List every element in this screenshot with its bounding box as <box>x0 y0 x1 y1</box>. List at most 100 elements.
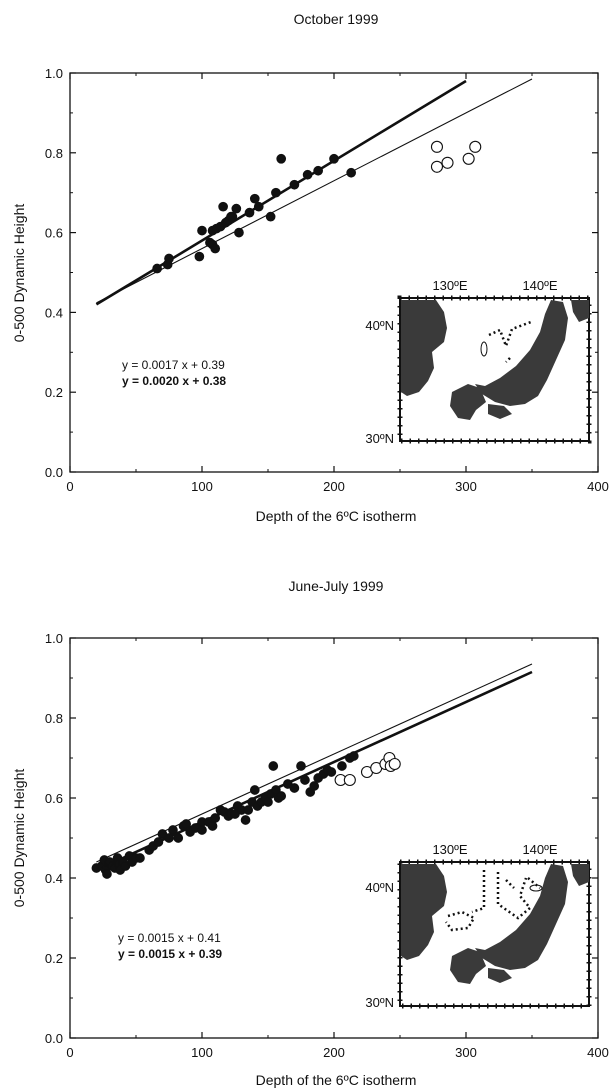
chart-title: June-July 1999 <box>289 578 384 594</box>
map-lon-label-130: 130ºE <box>432 278 467 293</box>
filled-point <box>164 253 174 264</box>
filled-point <box>210 243 221 254</box>
station-cluster <box>480 341 488 357</box>
x-tick-label: 300 <box>455 479 477 494</box>
y-axis-label: 0-500 Dynamic Height <box>11 204 27 343</box>
y-axis-ticks: 0.0 0.2 0.4 0.6 0.8 1.0 <box>45 631 598 1046</box>
station-cluster <box>529 884 543 892</box>
x-axis-label: Depth of the 6ºC isotherm <box>256 508 417 524</box>
filled-point <box>326 767 337 777</box>
map-lon-label-140: 140ºE <box>522 278 557 293</box>
filled-point <box>296 761 306 771</box>
x-tick-label: 100 <box>191 1045 213 1060</box>
korean-peninsula <box>401 300 447 396</box>
filled-point <box>253 201 264 212</box>
open-point <box>388 757 401 771</box>
filled-point <box>194 251 205 262</box>
x-tick-label: 0 <box>66 479 73 494</box>
filled-point <box>227 211 238 222</box>
map-frame-ticks <box>397 859 592 1009</box>
open-point <box>469 140 482 153</box>
panel-october-1999: October 1999 0.0 0.2 0.4 0.6 0.8 1.0 0 100 200 3… <box>11 11 609 524</box>
fit-equation-thick: y = 0.0015 x + 0.39 <box>118 947 222 961</box>
x-tick-label: 400 <box>587 1045 609 1060</box>
filled-point <box>263 797 273 807</box>
data-points <box>152 140 482 274</box>
regression-lines <box>95 78 533 306</box>
y-tick-label: 0.6 <box>45 791 63 806</box>
map-frame-ticks <box>397 295 592 444</box>
y-tick-label: 0.2 <box>45 385 63 400</box>
japan-honshu <box>475 300 568 406</box>
filled-point <box>197 225 207 236</box>
map-lat-label-30: 30ºN <box>365 431 394 446</box>
survey-stations <box>488 320 532 363</box>
filled-point <box>268 761 279 771</box>
filled-point <box>265 211 276 222</box>
filled-point <box>243 805 254 815</box>
japan-hokkaido <box>571 300 589 322</box>
filled-point <box>240 815 251 825</box>
filled-point <box>234 227 244 238</box>
map-lon-label-140: 140ºE <box>522 842 557 857</box>
map-lat-label-40: 40ºN <box>365 318 394 333</box>
x-tick-label: 200 <box>323 1045 345 1060</box>
y-axis-label: 0-500 Dynamic Height <box>11 769 27 908</box>
y-tick-label: 0.6 <box>45 226 63 241</box>
filled-point <box>173 833 184 843</box>
x-tick-label: 300 <box>455 1045 477 1060</box>
y-tick-label: 1.0 <box>45 631 63 646</box>
filled-point <box>231 203 242 214</box>
filled-point <box>302 169 313 180</box>
map-lon-label-130: 130ºE <box>432 842 467 857</box>
x-axis-ticks: 0 100 200 300 400 <box>66 638 609 1060</box>
filled-point <box>218 201 228 212</box>
x-tick-label: 0 <box>66 1045 73 1060</box>
filled-point <box>300 775 310 785</box>
filled-point <box>289 179 300 190</box>
filled-point <box>289 783 300 793</box>
y-tick-label: 0.4 <box>45 305 63 320</box>
fit-equation-thick: y = 0.0020 x + 0.38 <box>122 374 226 388</box>
inset-map: 130ºE 140ºE 40ºN 30ºN <box>365 278 592 446</box>
y-tick-label: 0.8 <box>45 146 63 161</box>
y-axis-ticks: 0.0 0.2 0.4 0.6 0.8 1.0 <box>45 66 598 480</box>
inset-map: 130ºE 140ºE 40ºN 30ºN <box>365 842 592 1010</box>
x-tick-label: 100 <box>191 479 213 494</box>
filled-point <box>207 821 218 831</box>
open-point <box>430 140 444 153</box>
filled-point <box>197 825 207 835</box>
filled-point <box>102 869 112 879</box>
filled-point <box>346 167 357 178</box>
y-tick-label: 1.0 <box>45 66 63 81</box>
filled-point <box>135 853 145 863</box>
filled-point <box>276 153 287 164</box>
panel-june-july-1999: June-July 1999 0.0 0.2 0.4 0.6 0.8 1.0 0 100 20… <box>11 578 609 1088</box>
fit-equation-thin: y = 0.0015 x + 0.41 <box>118 931 221 945</box>
filled-point <box>309 781 320 791</box>
filled-point <box>244 207 255 218</box>
open-point <box>343 773 356 787</box>
filled-point <box>276 791 287 801</box>
filled-point <box>164 833 174 843</box>
japan-hokkaido <box>571 864 589 886</box>
filled-point <box>348 751 359 761</box>
chart-title: October 1999 <box>294 11 379 27</box>
map-lat-label-30: 30ºN <box>365 995 394 1010</box>
filled-point <box>181 819 192 829</box>
y-tick-label: 0.4 <box>45 871 63 886</box>
x-tick-label: 200 <box>323 479 345 494</box>
y-tick-label: 0.0 <box>45 465 63 480</box>
filled-point <box>210 813 221 823</box>
regression-line-thick <box>95 79 467 306</box>
x-axis-ticks: 0 100 200 300 400 <box>66 73 609 494</box>
open-point <box>430 160 444 173</box>
y-tick-label: 0.8 <box>45 711 63 726</box>
y-tick-label: 0.2 <box>45 951 63 966</box>
filled-point <box>249 193 260 204</box>
filled-point <box>271 187 281 198</box>
filled-point <box>168 825 178 835</box>
map-lat-label-40: 40ºN <box>365 880 394 895</box>
fit-equation-thin: y = 0.0017 x + 0.39 <box>122 358 225 372</box>
